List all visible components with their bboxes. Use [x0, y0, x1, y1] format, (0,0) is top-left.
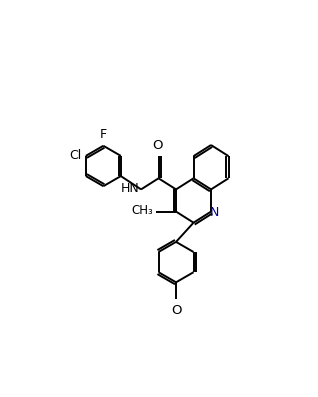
Text: HN: HN	[121, 182, 140, 195]
Text: O: O	[152, 139, 162, 152]
Text: O: O	[171, 303, 181, 316]
Text: F: F	[100, 128, 107, 141]
Text: N: N	[210, 206, 219, 219]
Text: Cl: Cl	[69, 149, 81, 162]
Text: CH₃: CH₃	[131, 204, 153, 217]
